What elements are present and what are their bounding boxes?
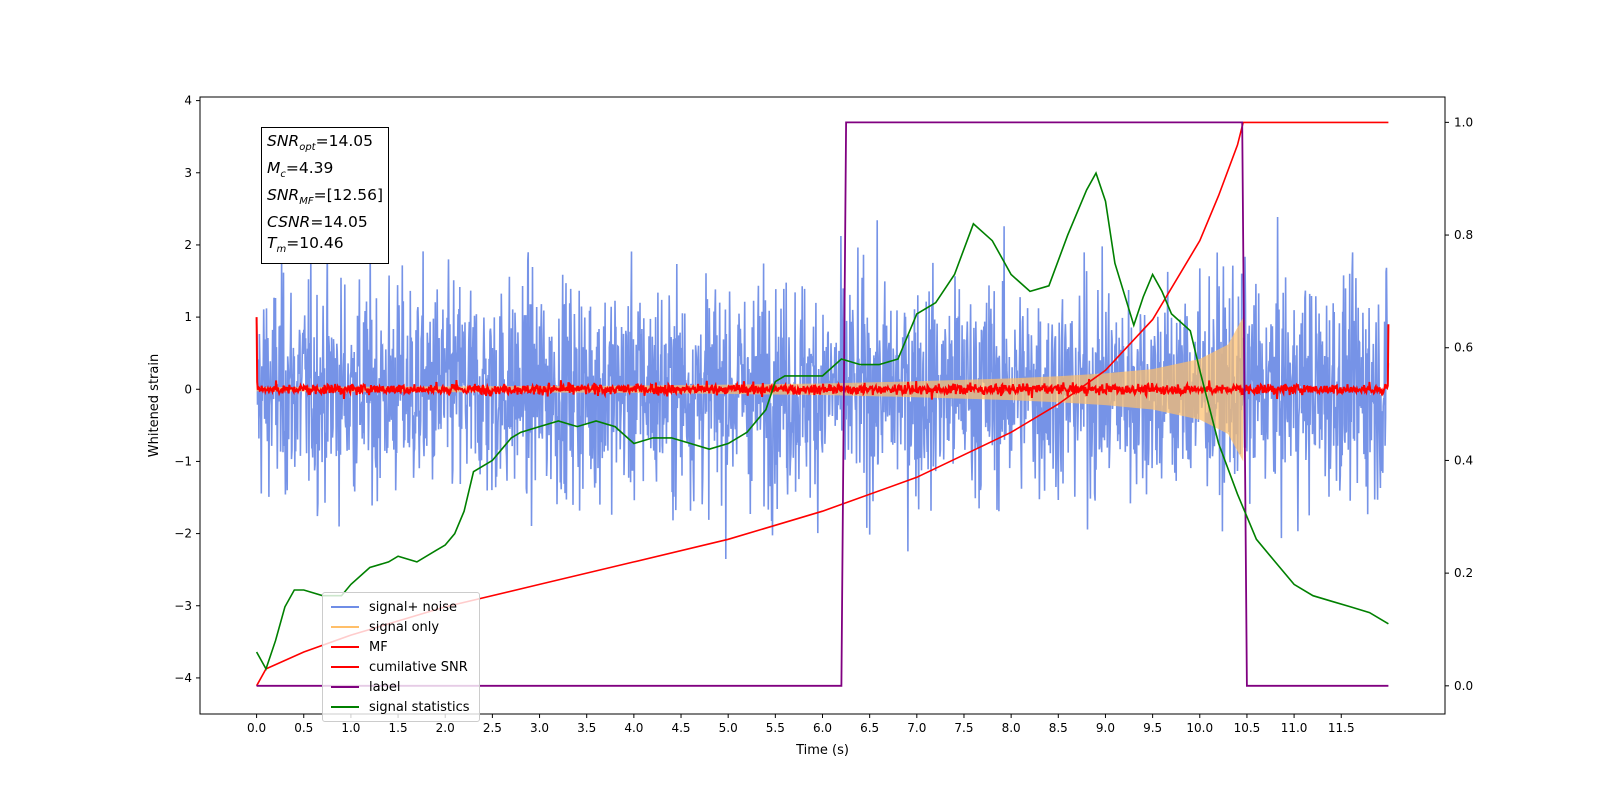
x-tick-label: 11.5: [1328, 721, 1355, 735]
snr-mf-line: SNRMF=[12.56]: [267, 186, 384, 208]
y-tick-label-left: 2: [184, 238, 192, 252]
y-tick-label-left: 1: [184, 310, 192, 324]
y-tick-label-left: 0: [184, 382, 192, 396]
x-tick-label: 6.5: [860, 721, 879, 735]
signal-statistics-line: [255, 171, 1389, 671]
y-tick-label-right: 0.8: [1454, 228, 1473, 242]
x-tick-label: 11.0: [1281, 721, 1308, 735]
legend-item-signal-noise: signal+ noise: [331, 597, 457, 617]
x-axis-label: Time (s): [795, 743, 849, 758]
x-tick-label: 3.5: [577, 721, 596, 735]
x-tick-label: 10.5: [1234, 721, 1261, 735]
x-tick-label: 3.0: [530, 721, 549, 735]
x-tick-label: 2.0: [436, 721, 455, 735]
x-tick-label: 6.0: [813, 721, 832, 735]
x-tick-label: 7.5: [954, 721, 973, 735]
y-axis-label: Whitened strain: [147, 354, 162, 457]
snr-opt-line: SNRopt=14.05: [267, 132, 373, 154]
x-tick-label: 4.5: [671, 721, 690, 735]
tm-value: =10.46: [286, 234, 344, 253]
legend-label: cumilative SNR: [369, 659, 468, 675]
y-tick-label-right: 0.2: [1454, 566, 1473, 580]
legend-label: label: [369, 679, 401, 695]
x-tick-label: 2.5: [483, 721, 502, 735]
x-tick-label: 4.0: [624, 721, 643, 735]
y-tick-label-left: −3: [174, 599, 192, 613]
legend-label: signal only: [369, 619, 440, 635]
signal-noise-line: [255, 216, 1390, 560]
x-tick-label: 8.5: [1049, 721, 1068, 735]
x-tick-label: 9.5: [1143, 721, 1162, 735]
csnr-line: CSNR=14.05: [267, 213, 368, 232]
mc-line: Mc=4.39: [267, 159, 334, 181]
csnr-value: =14.05: [310, 213, 368, 232]
legend-label: signal statistics: [369, 699, 470, 715]
y-tick-label-right: 0.4: [1454, 453, 1473, 467]
legend-item-mf: MF: [331, 637, 388, 657]
y-tick-label-left: 4: [184, 94, 192, 108]
snr-annotation-box: SNRopt=14.05 Mc=4.39 SNRMF=[12.56] CSNR=…: [261, 127, 390, 265]
snr-mf-value: =[12.56]: [313, 186, 384, 205]
x-tick-label: 9.0: [1096, 721, 1115, 735]
legend-item-cumulative-snr: cumilative SNR: [331, 657, 468, 677]
x-tick-label: 5.0: [719, 721, 738, 735]
label-line: [256, 121, 1389, 687]
legend-label: signal+ noise: [369, 599, 458, 615]
legend-swatch: [331, 686, 359, 688]
y-tick-label-left: 3: [184, 166, 192, 180]
y-tick-label-right: 0.6: [1454, 341, 1473, 355]
y-tick-label-right: 1.0: [1454, 115, 1473, 129]
x-tick-label: 5.5: [766, 721, 785, 735]
legend-item-signal-statistics: signal statistics: [331, 697, 470, 717]
legend-item-signal-only: signal only: [331, 617, 439, 637]
y-tick-label-left: −2: [174, 527, 192, 541]
legend-item-label: label: [331, 677, 400, 697]
y-tick-label-right: 0.0: [1454, 679, 1473, 693]
x-tick-label: 1.5: [389, 721, 408, 735]
x-tick-label: 0.5: [294, 721, 313, 735]
x-tick-label: 1.0: [341, 721, 360, 735]
x-tick-label: 7.0: [907, 721, 926, 735]
x-tick-label: 0.0: [247, 721, 266, 735]
legend-swatch: [331, 606, 359, 608]
axes: 0.0 0.5 1.0 1.5 2.0 2.5 3.0 3.5 4.0 4.5 5.0 5.5 6.0 6…: [174, 94, 1473, 735]
x-tick-label: 8.0: [1002, 721, 1021, 735]
y-tick-label-left: −4: [174, 671, 192, 685]
mc-value: =4.39: [285, 159, 334, 178]
legend-swatch: [331, 706, 359, 708]
legend-label: MF: [369, 639, 388, 655]
legend: signal+ noise signal only MF cumilative …: [322, 592, 480, 722]
tm-line: Tm=10.46: [267, 234, 344, 256]
legend-swatch: [331, 666, 359, 668]
mf-line: [255, 317, 1390, 400]
legend-swatch: [331, 646, 359, 648]
x-tick-label: 10.0: [1186, 721, 1213, 735]
y-tick-label-left: −1: [174, 454, 192, 468]
snr-opt-value: =14.05: [315, 132, 373, 150]
legend-swatch: [331, 626, 359, 628]
